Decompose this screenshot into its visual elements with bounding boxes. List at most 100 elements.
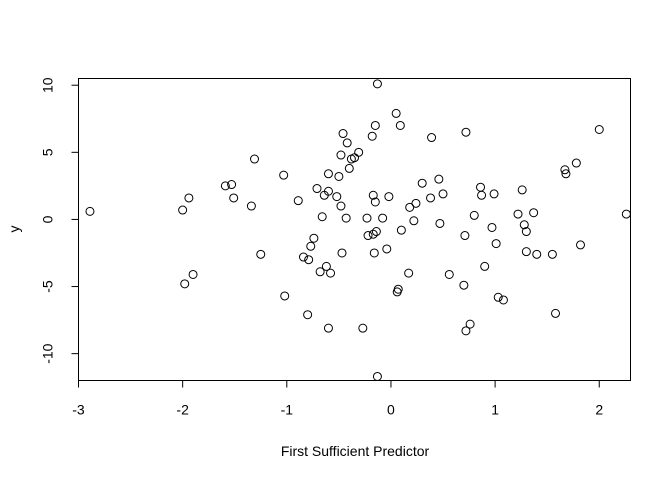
data-point [312,184,322,194]
data-point [571,158,581,168]
y-tick-label: 5 [40,148,56,156]
data-point [477,190,487,200]
data-point [395,120,405,130]
data-point [323,323,333,333]
data-point [246,201,256,211]
data-point [369,248,379,258]
data-point [279,170,289,180]
data-point [491,239,501,249]
data-point [461,326,471,336]
data-point [529,208,539,218]
data-point [438,189,448,199]
data-point [293,196,303,206]
data-point [317,212,327,222]
data-point [309,233,319,243]
y-tick-label: -10 [40,343,56,363]
x-tick-label: 0 [387,402,395,418]
data-point [372,371,382,381]
data-point [229,193,239,203]
data-point [354,147,364,157]
data-point [336,150,346,160]
data-point [370,120,380,130]
data-point [332,192,342,202]
data-point [594,125,604,135]
data-point [250,154,260,164]
data-point [551,308,561,318]
data-point [367,131,377,141]
data-point [298,252,308,262]
data-point [621,209,631,219]
data-point [513,209,523,219]
x-tick-label: -3 [72,402,85,418]
data-point [427,133,437,143]
data-point [469,210,479,220]
data-point [417,178,427,188]
data-point [476,182,486,192]
data-point [323,186,333,196]
data-point [393,284,403,294]
data-point [461,127,471,137]
data-point [337,248,347,258]
data-point [444,269,454,279]
data-point [338,129,348,139]
data-point [426,193,436,203]
data-point [188,269,198,279]
plot-frame [78,78,631,381]
data-point [368,190,378,200]
y-tick-label: 10 [40,77,56,93]
data-point [487,222,497,232]
x-axis-ticks: -3 -2 -1 0 1 2 [72,380,603,418]
data-point [180,279,190,289]
data-point [303,310,313,320]
data-point [341,213,351,223]
x-axis-title: First Sufficient Predictor [281,443,430,459]
data-point [371,227,381,237]
data-point [378,213,388,223]
data-point [372,79,382,89]
data-point [521,247,531,257]
data-point [498,295,508,305]
data-point [560,165,570,175]
data-point [362,213,372,223]
data-point [460,231,470,241]
data-point [465,319,475,329]
data-point [368,229,378,239]
data-point [315,267,325,277]
data-point [304,255,314,265]
data-point [521,227,531,237]
data-point [517,185,527,195]
x-tick-label: -2 [176,402,189,418]
data-point [184,193,194,203]
data-point [358,323,368,333]
data-point [404,268,414,278]
data-point [178,205,188,215]
data-point [220,181,230,191]
data-point [405,202,415,212]
data-point [459,280,469,290]
y-tick-label: -5 [40,280,56,293]
data-point [280,291,290,301]
data-point [85,206,95,216]
data-point [334,171,344,181]
data-point [363,231,373,241]
data-point [342,138,352,148]
y-axis-ticks: -10 -5 0 5 10 [40,77,79,364]
data-point [489,189,499,199]
data-point [256,249,266,259]
data-point [480,261,490,271]
data-point [396,225,406,235]
data-point [547,249,557,259]
data-point [384,192,394,202]
data-point [493,292,503,302]
data-point [532,249,542,259]
data-point [321,261,331,271]
data-point [326,268,336,278]
data-point [306,241,316,251]
data-point [391,108,401,118]
data-point [576,240,586,250]
data-point [344,163,354,173]
y-tick-label: 0 [40,215,56,223]
x-tick-label: 1 [491,402,499,418]
data-point [323,169,333,179]
